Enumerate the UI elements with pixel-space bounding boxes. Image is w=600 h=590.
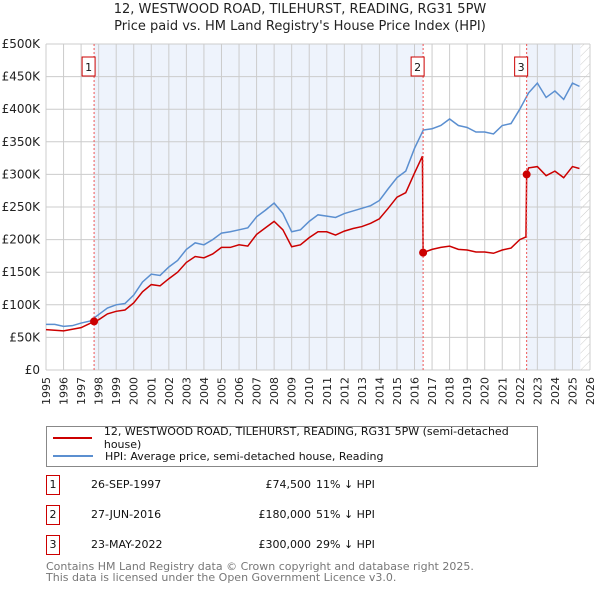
x-tick-label: 2000 <box>128 377 141 405</box>
y-tick-label: £500K <box>2 37 42 51</box>
x-tick-label: 1996 <box>58 377 71 405</box>
hpi-line <box>46 81 580 328</box>
x-tick-label: 2018 <box>444 377 457 405</box>
legend-label: 12, WESTWOOD ROAD, TILEHURST, READING, R… <box>103 425 509 451</box>
x-tick-label: 2004 <box>198 377 211 405</box>
legend-item-hpi: HPI: Average price, semi-detached house,… <box>53 447 384 465</box>
y-tick-label: £250K <box>2 200 42 214</box>
legend-label: HPI: Average price, semi-detached house,… <box>105 449 384 463</box>
x-tick-label: 2025 <box>566 377 579 405</box>
sale-label-box <box>514 56 529 77</box>
x-tick-label: 2022 <box>514 377 527 405</box>
footer-licence: This data is licensed under the Open Gov… <box>46 571 397 584</box>
x-tick-label: 2021 <box>496 377 509 405</box>
x-tick-label: 2002 <box>163 377 176 405</box>
y-tick-label: £150K <box>2 265 42 279</box>
x-tick-label: 2017 <box>426 377 439 405</box>
y-tick-label: £300K <box>2 167 42 181</box>
sale-hpi-diff: 51% ↓ HPI <box>316 508 375 521</box>
sale-date: 27-JUN-2016 <box>91 508 162 521</box>
sale-price: £74,500 <box>265 478 312 491</box>
y-tick-label: £400K <box>2 102 42 116</box>
x-tick-label: 2003 <box>180 377 193 405</box>
y-tick-label: £450K <box>2 70 42 84</box>
sale-point <box>90 317 99 326</box>
x-tick-label: 2009 <box>286 377 299 405</box>
sale-marker-badge: 3 <box>46 535 60 555</box>
x-tick-label: 2005 <box>215 377 228 405</box>
x-tick-label: 2008 <box>268 377 281 405</box>
sale-label: 1 <box>85 61 92 74</box>
sale-date: 23-MAY-2022 <box>91 538 163 551</box>
y-tick-label: £50K <box>9 330 41 344</box>
sale-date: 26-SEP-1997 <box>91 478 162 491</box>
x-tick-label: 2014 <box>373 377 386 405</box>
plot-area: 1995 1996 1997 1998 1999 2000 2001 2002 2003 2004… <box>2 37 597 405</box>
sale-hpi-diff: 11% ↓ HPI <box>316 478 375 491</box>
x-tick-label: 2019 <box>461 377 474 405</box>
x-tick-label: 1999 <box>110 377 123 405</box>
x-tick-label: 1998 <box>93 377 106 405</box>
sale-point <box>419 248 428 257</box>
x-tick-label: 2006 <box>233 377 246 405</box>
sale-row: 1 26-SEP-1997 £74,500 11% ↓ HPI <box>46 475 446 497</box>
y-tick-label: £0 <box>25 363 40 377</box>
chart-title: 12, WESTWOOD ROAD, TILEHURST, READING, R… <box>113 2 487 17</box>
x-tick-label: 2010 <box>303 377 316 405</box>
sale-marker-badge: 2 <box>46 505 60 525</box>
x-tick-label: 2024 <box>549 377 562 405</box>
sale-hpi-diff: 29% ↓ HPI <box>316 538 375 551</box>
x-tick-label: 2016 <box>409 377 422 405</box>
y-tick-label: £200K <box>2 233 42 247</box>
sale-row: 3 23-MAY-2022 £300,000 29% ↓ HPI <box>46 535 446 557</box>
x-tick-label: 1997 <box>75 377 88 405</box>
price-paid-line <box>45 155 580 332</box>
sale-price: £300,000 <box>258 538 312 551</box>
legend: 12, WESTWOOD ROAD, TILEHURST, READING, R… <box>46 425 538 467</box>
legend-item-property: 12, WESTWOOD ROAD, TILEHURST, READING, R… <box>53 425 537 451</box>
sale-marker-badge: 1 <box>46 475 60 495</box>
sale-point <box>522 170 531 179</box>
x-tick-label: 2013 <box>356 377 369 405</box>
sale-label-box <box>410 56 425 77</box>
y-tick-label: £100K <box>2 298 42 312</box>
x-tick-label: 2015 <box>391 377 404 405</box>
chart-subtitle: Price paid vs. HM Land Registry's House … <box>114 19 486 34</box>
x-tick-label: 2020 <box>479 377 492 405</box>
sale-label: 3 <box>518 61 525 74</box>
sale-row: 2 27-JUN-2016 £180,000 51% ↓ HPI <box>46 505 446 527</box>
sale-label-box <box>81 56 96 77</box>
footer-copyright: Contains HM Land Registry data © Crown c… <box>46 560 474 573</box>
x-tick-label: 1995 <box>40 377 53 405</box>
x-tick-label: 2012 <box>338 377 351 405</box>
sale-label: 2 <box>414 61 421 74</box>
x-tick-label: 2026 <box>584 377 597 405</box>
x-tick-label: 2023 <box>531 377 544 405</box>
x-tick-label: 2001 <box>145 377 158 405</box>
x-tick-label: 2011 <box>321 377 334 405</box>
x-tick-label: 2007 <box>251 377 264 405</box>
sale-price: £180,000 <box>258 508 312 521</box>
y-tick-label: £350K <box>2 135 42 149</box>
